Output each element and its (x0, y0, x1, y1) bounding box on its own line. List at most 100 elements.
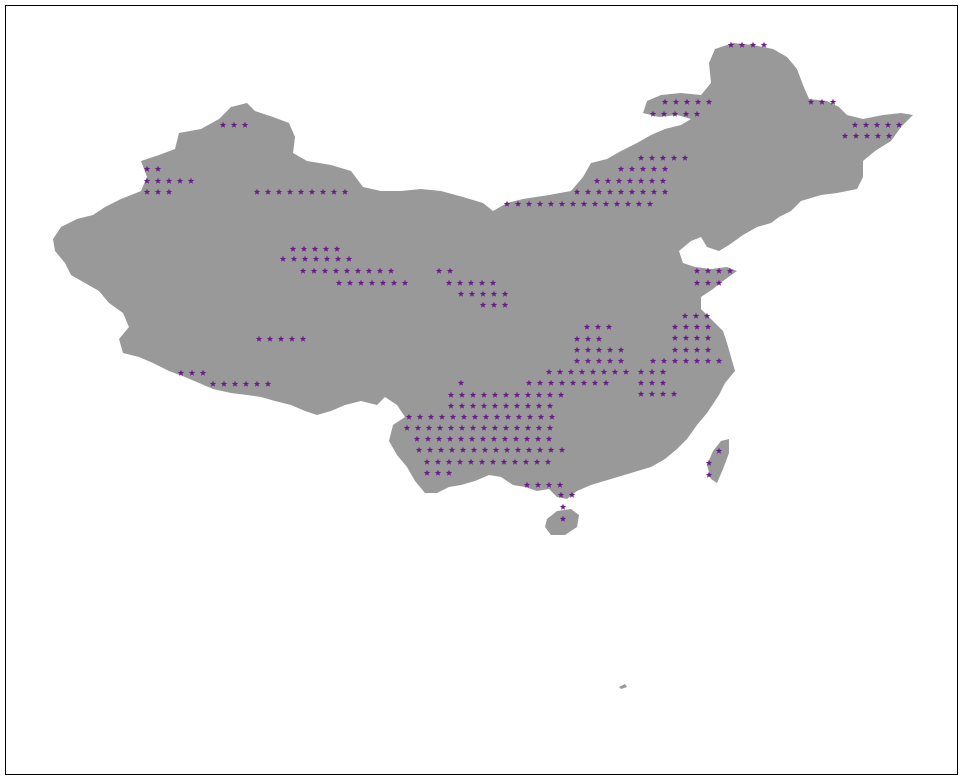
marker-central-china (556, 368, 564, 375)
marker-southwest-china (522, 458, 530, 465)
marker-central-china (600, 368, 608, 375)
marker-north-china-belt (637, 177, 645, 184)
marker-southwest-china (481, 446, 489, 453)
marker-inner-mongolia-north (682, 110, 690, 117)
marker-qinghai (445, 279, 453, 286)
marker-southwest-china (535, 391, 543, 398)
marker-southwest-china (459, 446, 467, 453)
marker-north-china-belt (593, 177, 601, 184)
marker-central-china (606, 357, 614, 364)
marker-shandong-jiangsu (682, 323, 690, 330)
marker-qinghai (489, 279, 497, 286)
marker-heilongjiang-east (807, 98, 815, 105)
marker-north-china-belt (639, 188, 647, 195)
marker-north-china-belt (536, 200, 544, 207)
marker-tibet-south (231, 380, 239, 387)
marker-southwest-china (478, 458, 486, 465)
marker-north-china-belt (617, 188, 625, 195)
marker-central-china (622, 368, 630, 375)
marker-southwest-china (424, 435, 432, 442)
marker-tarim-south (301, 255, 309, 262)
marker-south-coast-hainan (545, 481, 553, 488)
marker-southwest-china (447, 424, 455, 431)
marker-xinjiang-north (154, 165, 162, 172)
marker-shandong-jiangsu (715, 279, 723, 286)
marker-southwest-china (469, 402, 477, 409)
marker-shandong-jiangsu (649, 357, 657, 364)
marker-tarim-south (335, 279, 343, 286)
marker-shandong-jiangsu (715, 357, 723, 364)
marker-southwest-china (490, 435, 498, 442)
marker-inner-mongolia-north (683, 98, 691, 105)
marker-layer (143, 41, 903, 522)
marker-south-coast-hainan (559, 503, 567, 510)
marker-taiwan (705, 471, 713, 478)
marker-central-china (595, 357, 603, 364)
marker-qinghai (456, 279, 464, 286)
marker-central-china (584, 357, 592, 364)
marker-south-coast-hainan (556, 481, 564, 488)
marker-shandong-jiangsu (704, 357, 712, 364)
marker-xinjiang-north (230, 121, 238, 128)
marker-tarim-south (321, 267, 329, 274)
marker-heilongjiang-east (884, 121, 892, 128)
marker-southwest-china (457, 379, 465, 386)
marker-southwest-china (501, 435, 509, 442)
marker-xinjiang-north (264, 188, 272, 195)
marker-southwest-china (524, 391, 532, 398)
marker-tarim-south (387, 267, 395, 274)
marker-central-china (567, 368, 575, 375)
marker-southwest-china (458, 424, 466, 431)
marker-southwest-china (524, 402, 532, 409)
marker-xinjiang-north (176, 177, 184, 184)
marker-qinghai (446, 267, 454, 274)
marker-tarim-south (365, 267, 373, 274)
marker-central-china (584, 346, 592, 353)
marker-north-china-belt (604, 177, 612, 184)
marker-tarim-south (343, 267, 351, 274)
marker-shandong-jiangsu (671, 323, 679, 330)
marker-shandong-jiangsu (715, 267, 723, 274)
marker-south-coast-hainan (534, 481, 542, 488)
marker-north-china-belt (584, 188, 592, 195)
marker-shandong-jiangsu (671, 357, 679, 364)
marker-north-china-belt (615, 177, 623, 184)
marker-southwest-china (546, 424, 554, 431)
marker-north-china-belt (635, 200, 643, 207)
marker-tibet-south (264, 380, 272, 387)
marker-southwest-china (470, 446, 478, 453)
marker-southwest-china (434, 469, 442, 476)
marker-inner-mongolia-north (671, 110, 679, 117)
marker-tarim-south (323, 255, 331, 262)
marker-shandong-jiangsu (671, 346, 679, 353)
marker-north-china-belt (613, 200, 621, 207)
marker-north-china-belt (573, 188, 581, 195)
marker-xinjiang-north (330, 188, 338, 195)
marker-southwest-china (504, 413, 512, 420)
map-frame (5, 5, 958, 775)
marker-shandong-jiangsu (682, 334, 690, 341)
marker-tibet-south (299, 335, 307, 342)
marker-central-china (578, 368, 586, 375)
marker-southwest-china (458, 391, 466, 398)
marker-xinjiang-north (253, 188, 261, 195)
marker-southwest-china (458, 402, 466, 409)
marker-shandong-jiangsu (693, 279, 701, 286)
marker-southwest-china (437, 446, 445, 453)
marker-southwest-china (524, 424, 532, 431)
marker-southwest-china (514, 446, 522, 453)
marker-north-china-belt (650, 165, 658, 172)
marker-southwest-china (403, 424, 411, 431)
marker-xinjiang-north (319, 188, 327, 195)
marker-shandong-jiangsu (637, 390, 645, 397)
marker-north-china-belt (595, 188, 603, 195)
marker-north-china-belt (602, 200, 610, 207)
marker-southwest-china (493, 413, 501, 420)
marker-southwest-china (482, 413, 490, 420)
marker-shandong-jiangsu (693, 346, 701, 353)
marker-south-coast-hainan (559, 515, 567, 522)
marker-central-china (594, 323, 602, 330)
marker-north-china-belt (514, 200, 522, 207)
marker-tarim-south (354, 267, 362, 274)
marker-north-china-belt (661, 165, 669, 172)
